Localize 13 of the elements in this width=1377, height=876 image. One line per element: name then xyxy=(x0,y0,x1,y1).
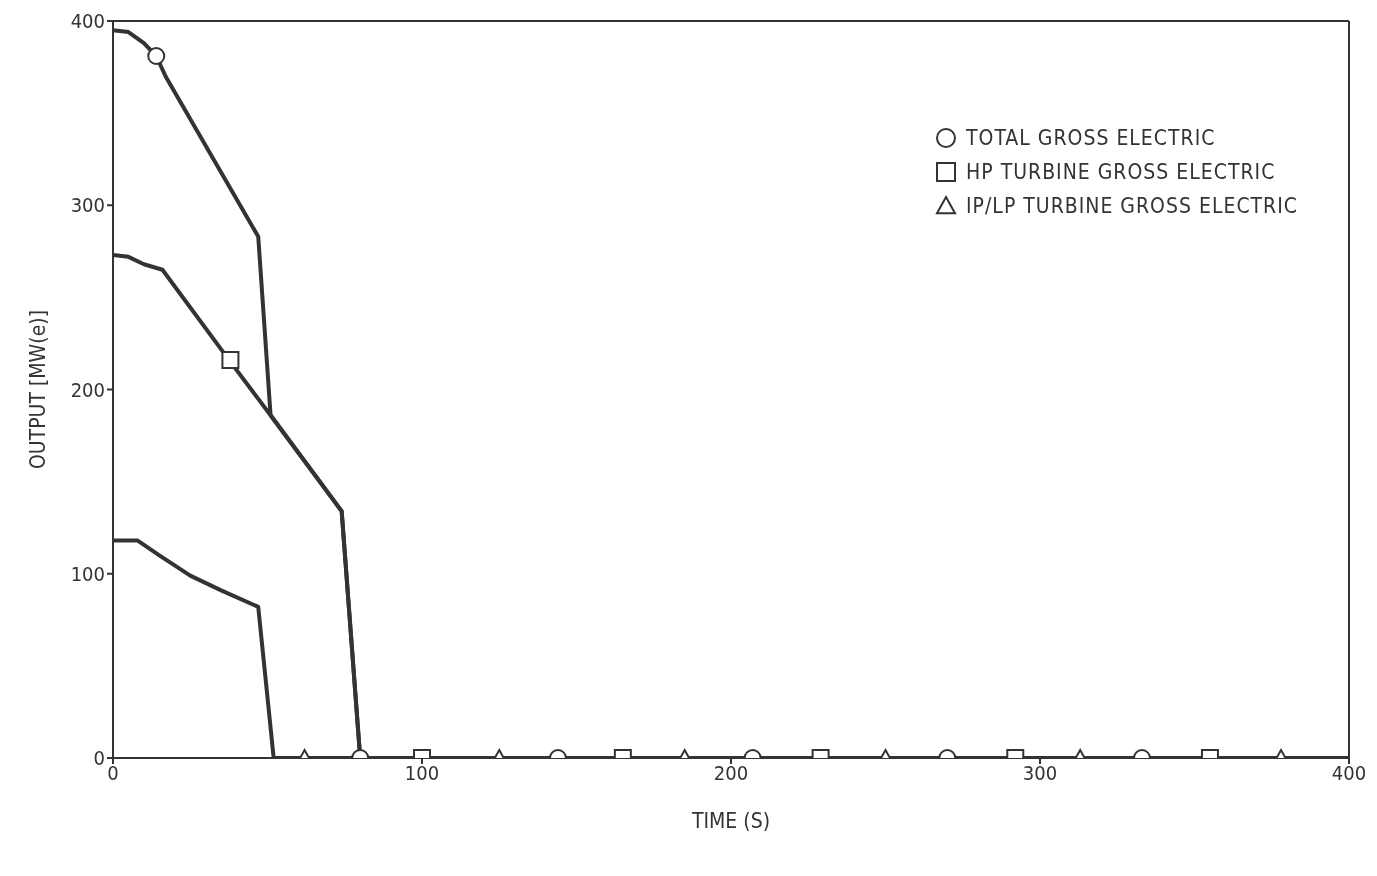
x-tick-label: 300 xyxy=(1022,761,1058,786)
legend-label: TOTAL GROSS ELECTRIC xyxy=(966,126,1216,150)
x-tick-label: 100 xyxy=(404,761,440,786)
x-tick-label: 400 xyxy=(1331,761,1367,786)
legend-label: IP/LP TURBINE GROSS ELECTRIC xyxy=(966,194,1298,218)
y-tick-label: 200 xyxy=(70,377,105,402)
y-tick-label: 400 xyxy=(70,9,105,34)
y-tick-label: 100 xyxy=(70,561,105,586)
y-tick-label: 300 xyxy=(70,193,105,218)
legend-label: HP TURBINE GROSS ELECTRIC xyxy=(966,160,1276,184)
x-tick-label: 200 xyxy=(713,761,749,786)
x-axis-title: TIME (S) xyxy=(690,809,771,833)
y-axis-title: OUTPUT [MW(e)] xyxy=(26,309,51,470)
